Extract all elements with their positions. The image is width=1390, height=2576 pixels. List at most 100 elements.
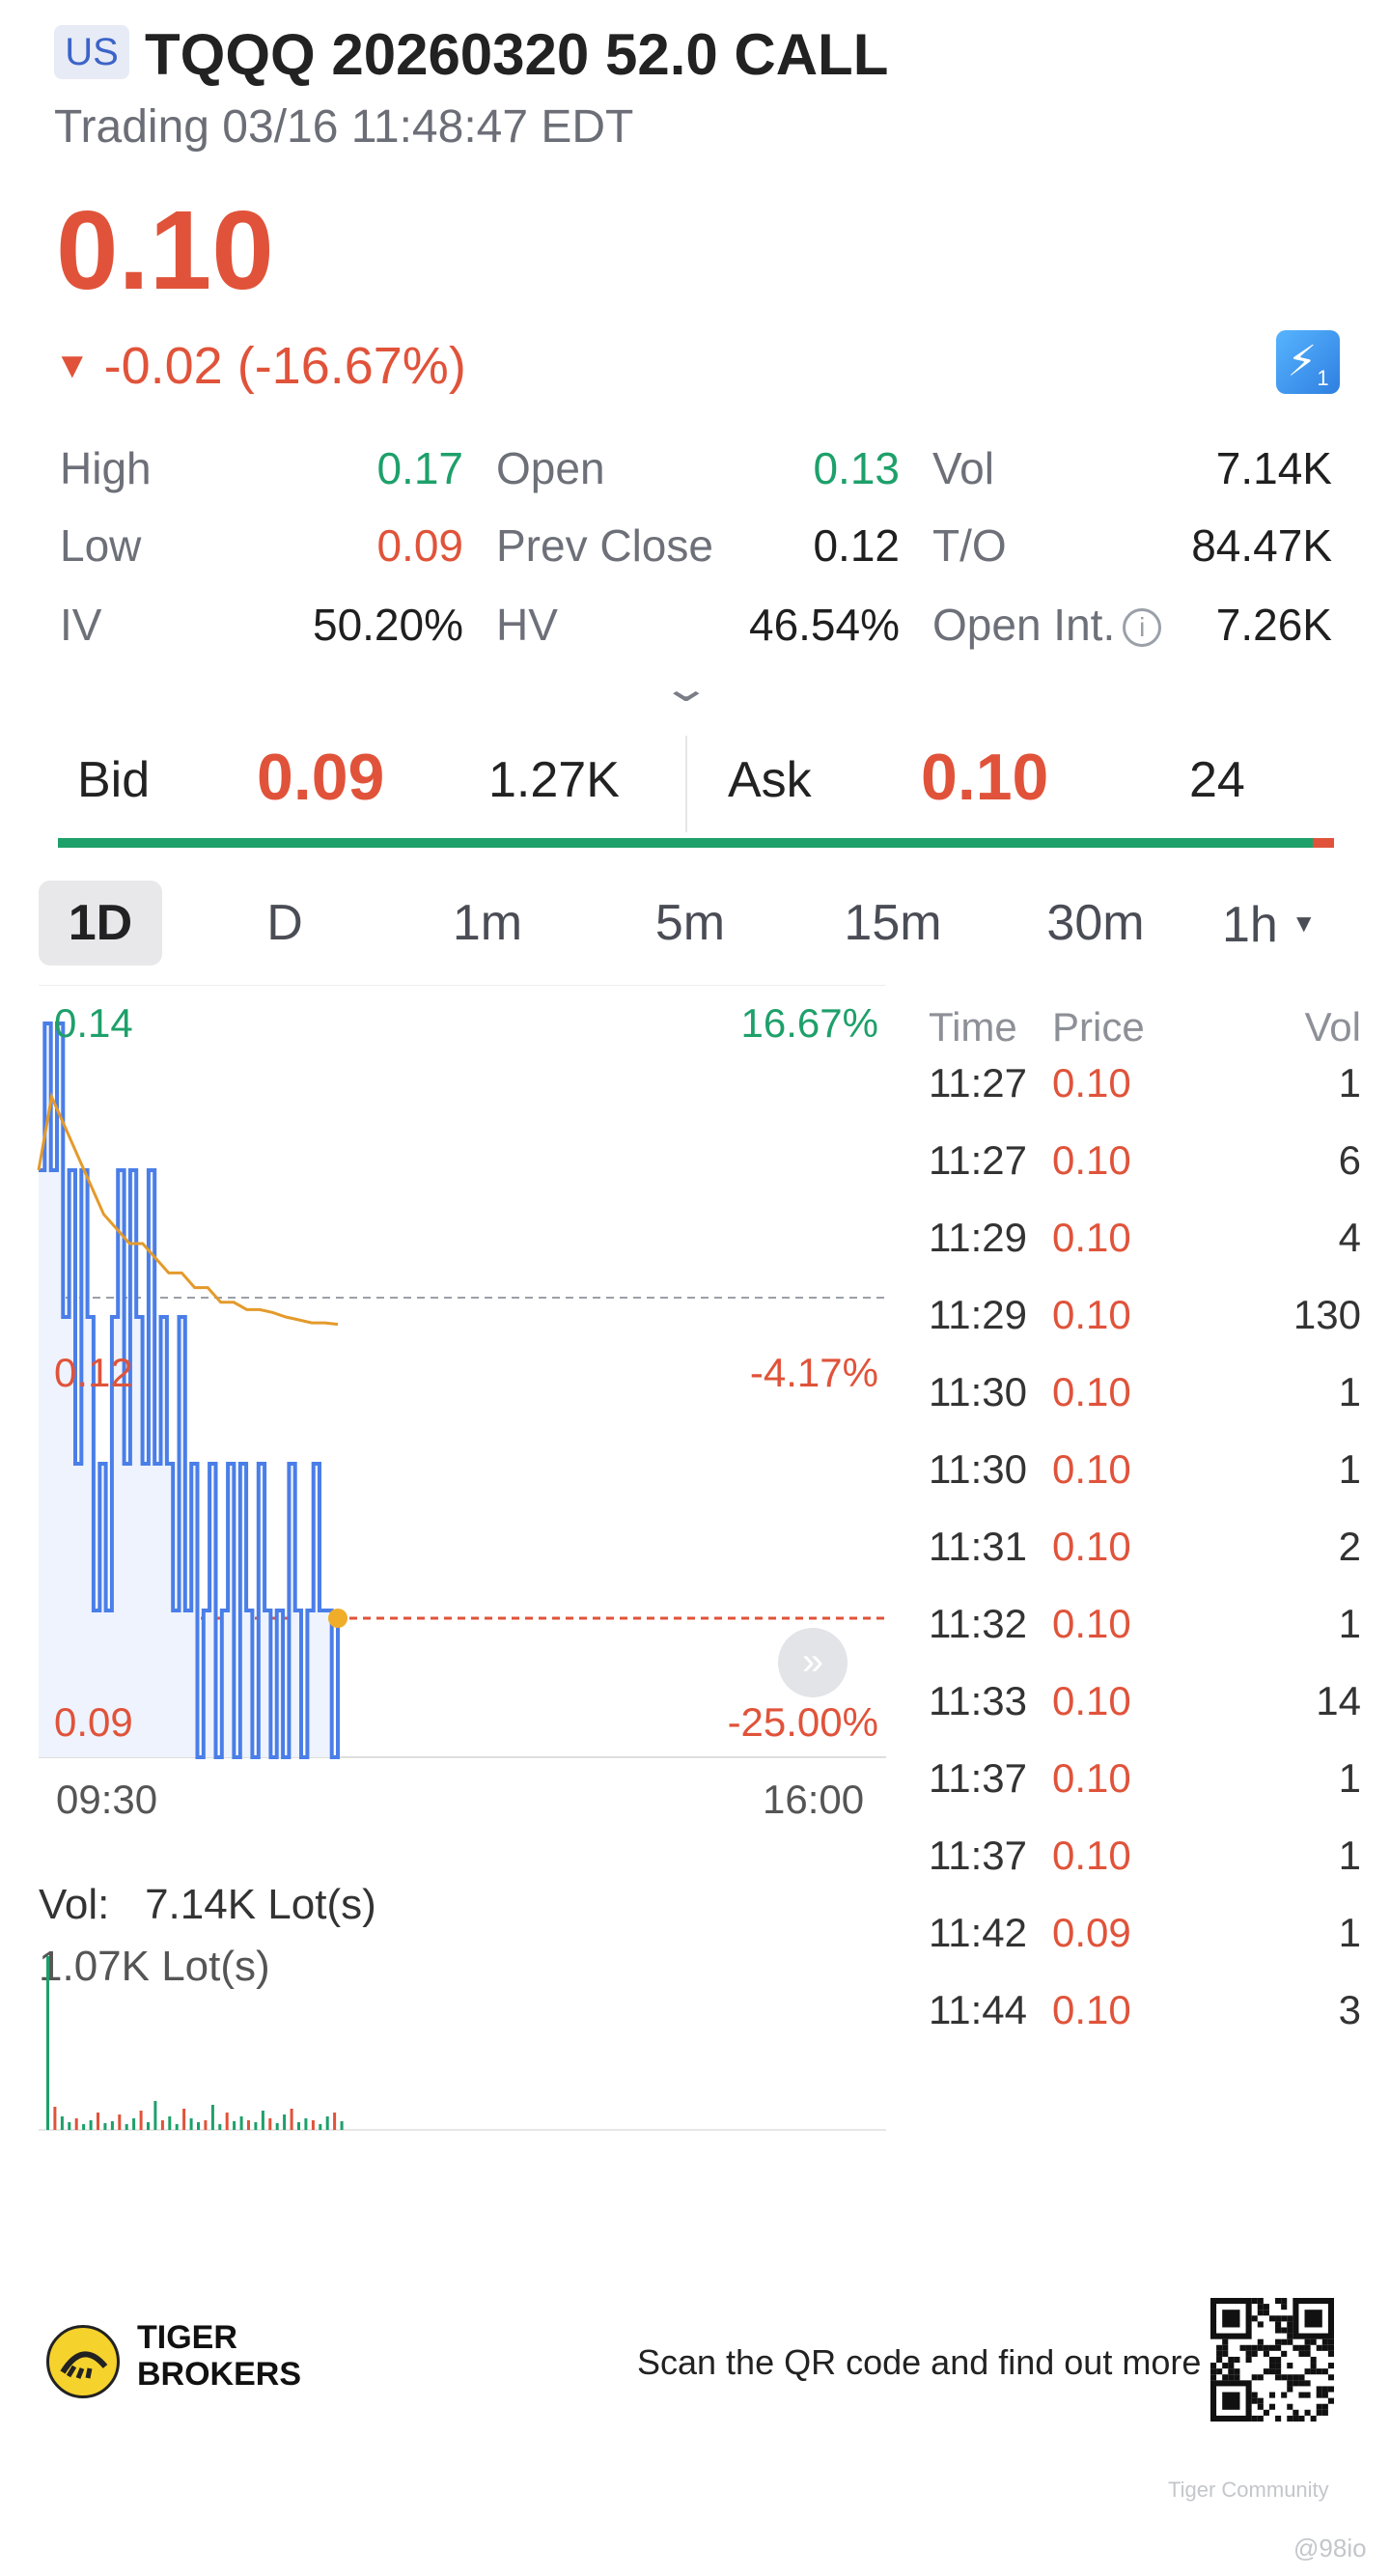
qr-module [1287,2386,1293,2393]
qr-module [1287,2374,1293,2381]
qr-module [1251,2344,1258,2351]
ask-ratio-bar [1313,838,1334,848]
trade-time: 11:32 [929,1601,1027,1646]
brand-line2: BROKERS [137,2356,302,2393]
ask-price: 0.10 [921,741,1049,814]
qr-module [1293,2344,1299,2351]
intraday-chart[interactable] [0,985,898,1950]
qr-module [1321,2392,1328,2398]
qr-module [1245,2356,1252,2364]
open-interest-label: Open Int. i [932,599,1162,651]
trade-vol: 1 [1338,1833,1361,1878]
qr-module [1268,2315,1276,2322]
qr-module [1304,2344,1311,2351]
qr-module [1287,2321,1293,2328]
qr-module [1327,2344,1334,2351]
caret-down-icon: ▼ [1291,909,1317,938]
volume-bar [60,2116,64,2130]
qr-module [1304,2350,1311,2357]
volume-bar [311,2120,315,2130]
volume-bar [325,2116,329,2130]
qr-module [1257,2415,1264,2422]
trade-vol: 1 [1338,1060,1361,1106]
qr-module [1287,2380,1293,2387]
qr-module [1293,2415,1299,2422]
hv-label: HV [496,600,558,650]
volume-bar [103,2123,107,2130]
tab-30m[interactable]: 30m [1046,895,1145,951]
trade-price: 0.10 [1052,1215,1131,1260]
qr-module [1257,2338,1264,2345]
qr-module [1275,2415,1282,2422]
qr-module [1281,2350,1288,2357]
ask-size: 24 [1189,752,1245,808]
tab-d[interactable]: D [266,895,303,951]
qr-module [1287,2315,1293,2322]
volume-bar [254,2122,258,2130]
qr-module [1298,2350,1305,2357]
qr-module [1304,2392,1311,2398]
qr-module [1293,2409,1299,2416]
qr-module [1263,2310,1269,2316]
qr-module [1287,2338,1293,2345]
qr-module [1275,2368,1282,2375]
qr-module [1281,2327,1288,2334]
qr-module [1251,2298,1258,2305]
trade-price: 0.10 [1052,1755,1131,1801]
volume-bar [189,2118,193,2130]
tab-1d[interactable]: 1D [39,881,162,966]
qr-module [1316,2392,1322,2398]
bid-label: Bid [77,752,151,808]
trade-time: 11:33 [929,1678,1027,1723]
qr-module [1222,2363,1229,2369]
lightning-icon[interactable]: ⚡1 [1276,330,1340,394]
qr-module [1257,2397,1264,2404]
volume-bar [89,2120,93,2130]
volume-bar [175,2124,179,2130]
info-icon[interactable]: i [1123,608,1162,647]
iv-label: IV [60,600,102,650]
trade-time: 11:37 [929,1833,1027,1878]
qr-module [1287,2333,1293,2339]
trade-time: 11:31 [929,1524,1027,1569]
volume-bar [283,2114,287,2130]
trade-price: 0.09 [1052,1910,1131,1955]
scan-prompt: Scan the QR code and find out more [637,2342,1202,2382]
trade-price: 0.10 [1052,1833,1131,1878]
volume-bar [139,2111,143,2130]
prev-close-value: 0.12 [813,520,900,571]
qr-module [1257,2344,1264,2351]
price-change: ▼ -0.02 (-16.67%) [54,336,466,396]
tab-15m[interactable]: 15m [844,895,942,951]
qr-module [1281,2338,1288,2345]
tab-1h[interactable]: 1h ▼ [1222,881,1328,966]
qr-module [1298,2374,1305,2381]
tab-1m[interactable]: 1m [452,895,523,951]
volume-bar [247,2120,250,2130]
qr-module [1287,2415,1293,2422]
qr-code-icon[interactable] [1210,2298,1334,2422]
tab-5m[interactable]: 5m [654,895,726,951]
qr-module [1310,2415,1317,2422]
qr-module [1321,2344,1328,2351]
volume-bar [340,2121,344,2130]
qr-module [1310,2356,1317,2364]
trades-header-time: Time [929,1004,1017,1050]
volume-bar [210,2105,214,2130]
qr-module [1275,2363,1282,2369]
high-label: High [60,443,152,493]
volume-bar [218,2124,222,2130]
qr-module [1327,2397,1334,2404]
pct-high-label: 16.67% [740,1000,878,1046]
qr-module [1304,2409,1311,2416]
qr-module [1257,2298,1264,2305]
qr-module [1257,2403,1264,2410]
trade-vol: 1 [1338,1369,1361,1414]
chevron-down-icon[interactable]: ⌄ [659,667,712,710]
volume-bar [261,2111,264,2130]
double-chevron-right-icon[interactable]: » [778,1628,848,1697]
brand-line1: TIGER [137,2319,237,2356]
trade-vol: 2 [1338,1524,1361,1569]
trades-header-vol: Vol [1304,1004,1361,1050]
qr-module [1245,2344,1252,2351]
